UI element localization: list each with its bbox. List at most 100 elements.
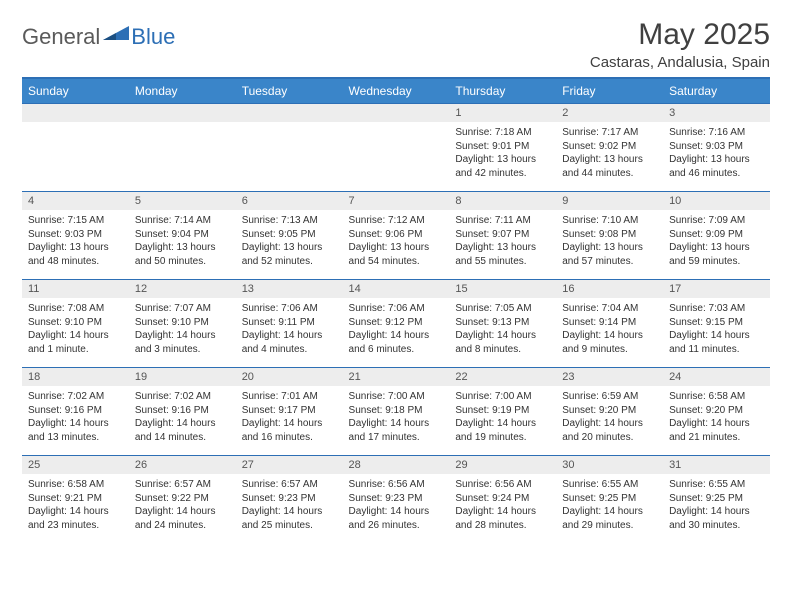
day-body: Sunrise: 7:14 AMSunset: 9:04 PMDaylight:… — [129, 210, 236, 272]
day-number: 6 — [236, 192, 343, 210]
weekday-header: Friday — [556, 79, 663, 104]
sunset-text: Sunset: 9:09 PM — [669, 228, 764, 242]
sunset-text: Sunset: 9:16 PM — [135, 404, 230, 418]
sunrise-text: Sunrise: 6:56 AM — [455, 478, 550, 492]
calendar-day-cell: 22Sunrise: 7:00 AMSunset: 9:19 PMDayligh… — [449, 368, 556, 456]
sunrise-text: Sunrise: 6:57 AM — [135, 478, 230, 492]
day-number — [129, 104, 236, 122]
calendar-day-cell: 19Sunrise: 7:02 AMSunset: 9:16 PMDayligh… — [129, 368, 236, 456]
day-body: Sunrise: 6:59 AMSunset: 9:20 PMDaylight:… — [556, 386, 663, 448]
sunset-text: Sunset: 9:07 PM — [455, 228, 550, 242]
sunrise-text: Sunrise: 7:09 AM — [669, 214, 764, 228]
daylight-line2: and 26 minutes. — [349, 519, 444, 533]
daylight-line1: Daylight: 13 hours — [28, 241, 123, 255]
day-body: Sunrise: 7:15 AMSunset: 9:03 PMDaylight:… — [22, 210, 129, 272]
day-body: Sunrise: 6:57 AMSunset: 9:22 PMDaylight:… — [129, 474, 236, 536]
day-number: 28 — [343, 456, 450, 474]
day-number: 15 — [449, 280, 556, 298]
day-body: Sunrise: 7:09 AMSunset: 9:09 PMDaylight:… — [663, 210, 770, 272]
calendar-day-cell: 9Sunrise: 7:10 AMSunset: 9:08 PMDaylight… — [556, 192, 663, 280]
daylight-line2: and 50 minutes. — [135, 255, 230, 269]
daylight-line1: Daylight: 14 hours — [28, 505, 123, 519]
sunrise-text: Sunrise: 6:58 AM — [28, 478, 123, 492]
day-number: 12 — [129, 280, 236, 298]
sunset-text: Sunset: 9:22 PM — [135, 492, 230, 506]
day-body: Sunrise: 7:08 AMSunset: 9:10 PMDaylight:… — [22, 298, 129, 360]
calendar-day-cell: 20Sunrise: 7:01 AMSunset: 9:17 PMDayligh… — [236, 368, 343, 456]
header: General Blue May 2025 Castaras, Andalusi… — [22, 18, 770, 71]
weekday-header: Monday — [129, 79, 236, 104]
sunrise-text: Sunrise: 7:06 AM — [349, 302, 444, 316]
daylight-line2: and 44 minutes. — [562, 167, 657, 181]
day-number: 25 — [22, 456, 129, 474]
daylight-line2: and 59 minutes. — [669, 255, 764, 269]
day-body: Sunrise: 7:02 AMSunset: 9:16 PMDaylight:… — [129, 386, 236, 448]
daylight-line1: Daylight: 14 hours — [562, 505, 657, 519]
daylight-line1: Daylight: 14 hours — [349, 417, 444, 431]
day-body: Sunrise: 6:56 AMSunset: 9:23 PMDaylight:… — [343, 474, 450, 536]
daylight-line2: and 29 minutes. — [562, 519, 657, 533]
daylight-line1: Daylight: 14 hours — [455, 329, 550, 343]
day-number: 17 — [663, 280, 770, 298]
calendar-week-row: 25Sunrise: 6:58 AMSunset: 9:21 PMDayligh… — [22, 456, 770, 544]
sunrise-text: Sunrise: 6:55 AM — [562, 478, 657, 492]
sunrise-text: Sunrise: 7:17 AM — [562, 126, 657, 140]
sunset-text: Sunset: 9:12 PM — [349, 316, 444, 330]
calendar-day-cell: 13Sunrise: 7:06 AMSunset: 9:11 PMDayligh… — [236, 280, 343, 368]
daylight-line1: Daylight: 14 hours — [28, 329, 123, 343]
sunrise-text: Sunrise: 7:04 AM — [562, 302, 657, 316]
daylight-line1: Daylight: 14 hours — [669, 329, 764, 343]
sunset-text: Sunset: 9:03 PM — [28, 228, 123, 242]
day-number: 5 — [129, 192, 236, 210]
weekday-header: Wednesday — [343, 79, 450, 104]
day-body: Sunrise: 6:58 AMSunset: 9:21 PMDaylight:… — [22, 474, 129, 536]
calendar-day-cell: 17Sunrise: 7:03 AMSunset: 9:15 PMDayligh… — [663, 280, 770, 368]
calendar-day-cell: 2Sunrise: 7:17 AMSunset: 9:02 PMDaylight… — [556, 104, 663, 192]
daylight-line2: and 52 minutes. — [242, 255, 337, 269]
calendar-week-row: 18Sunrise: 7:02 AMSunset: 9:16 PMDayligh… — [22, 368, 770, 456]
day-number: 21 — [343, 368, 450, 386]
calendar-empty-cell — [236, 104, 343, 192]
calendar-day-cell: 28Sunrise: 6:56 AMSunset: 9:23 PMDayligh… — [343, 456, 450, 544]
day-body: Sunrise: 7:12 AMSunset: 9:06 PMDaylight:… — [343, 210, 450, 272]
daylight-line1: Daylight: 13 hours — [669, 241, 764, 255]
sunrise-text: Sunrise: 7:18 AM — [455, 126, 550, 140]
daylight-line2: and 13 minutes. — [28, 431, 123, 445]
sunrise-text: Sunrise: 7:10 AM — [562, 214, 657, 228]
daylight-line2: and 1 minute. — [28, 343, 123, 357]
sunrise-text: Sunrise: 6:57 AM — [242, 478, 337, 492]
day-body: Sunrise: 7:07 AMSunset: 9:10 PMDaylight:… — [129, 298, 236, 360]
daylight-line1: Daylight: 14 hours — [349, 505, 444, 519]
daylight-line1: Daylight: 14 hours — [562, 417, 657, 431]
daylight-line2: and 30 minutes. — [669, 519, 764, 533]
daylight-line1: Daylight: 13 hours — [562, 241, 657, 255]
day-number: 1 — [449, 104, 556, 122]
daylight-line1: Daylight: 13 hours — [455, 153, 550, 167]
day-number: 30 — [556, 456, 663, 474]
daylight-line1: Daylight: 14 hours — [669, 505, 764, 519]
daylight-line1: Daylight: 14 hours — [135, 417, 230, 431]
logo-text-general: General — [22, 24, 100, 50]
weekday-header: Tuesday — [236, 79, 343, 104]
daylight-line2: and 21 minutes. — [669, 431, 764, 445]
day-number: 19 — [129, 368, 236, 386]
daylight-line2: and 28 minutes. — [455, 519, 550, 533]
sunset-text: Sunset: 9:04 PM — [135, 228, 230, 242]
sunset-text: Sunset: 9:11 PM — [242, 316, 337, 330]
calendar-day-cell: 12Sunrise: 7:07 AMSunset: 9:10 PMDayligh… — [129, 280, 236, 368]
day-number: 18 — [22, 368, 129, 386]
calendar-day-cell: 31Sunrise: 6:55 AMSunset: 9:25 PMDayligh… — [663, 456, 770, 544]
sunset-text: Sunset: 9:25 PM — [562, 492, 657, 506]
sunset-text: Sunset: 9:10 PM — [28, 316, 123, 330]
day-body: Sunrise: 7:13 AMSunset: 9:05 PMDaylight:… — [236, 210, 343, 272]
day-body: Sunrise: 7:06 AMSunset: 9:11 PMDaylight:… — [236, 298, 343, 360]
weekday-header: Sunday — [22, 79, 129, 104]
calendar-day-cell: 5Sunrise: 7:14 AMSunset: 9:04 PMDaylight… — [129, 192, 236, 280]
calendar-day-cell: 27Sunrise: 6:57 AMSunset: 9:23 PMDayligh… — [236, 456, 343, 544]
daylight-line1: Daylight: 14 hours — [455, 417, 550, 431]
day-body: Sunrise: 6:56 AMSunset: 9:24 PMDaylight:… — [449, 474, 556, 536]
daylight-line2: and 57 minutes. — [562, 255, 657, 269]
day-body: Sunrise: 7:01 AMSunset: 9:17 PMDaylight:… — [236, 386, 343, 448]
sunrise-text: Sunrise: 7:02 AM — [135, 390, 230, 404]
sunset-text: Sunset: 9:25 PM — [669, 492, 764, 506]
